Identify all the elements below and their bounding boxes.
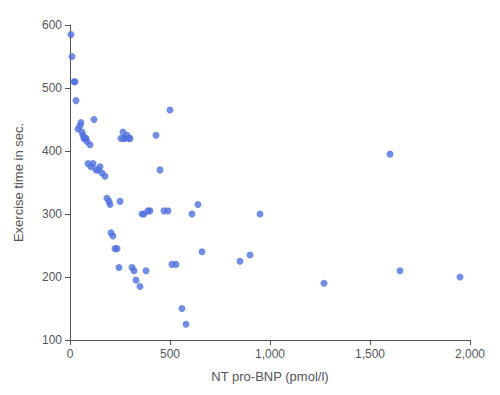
svg-text:2,000: 2,000 [455, 347, 485, 361]
svg-text:400: 400 [42, 144, 62, 158]
svg-text:600: 600 [42, 18, 62, 32]
svg-text:100: 100 [42, 333, 62, 347]
svg-text:Exercise time in sec.: Exercise time in sec. [11, 123, 26, 242]
svg-text:1,000: 1,000 [255, 347, 285, 361]
svg-text:0: 0 [67, 347, 74, 361]
svg-text:300: 300 [42, 207, 62, 221]
svg-text:NT pro-BNP (pmol/l): NT pro-BNP (pmol/l) [211, 369, 328, 384]
svg-text:200: 200 [42, 270, 62, 284]
svg-text:500: 500 [160, 347, 180, 361]
svg-text:500: 500 [42, 81, 62, 95]
svg-text:1,500: 1,500 [355, 347, 385, 361]
